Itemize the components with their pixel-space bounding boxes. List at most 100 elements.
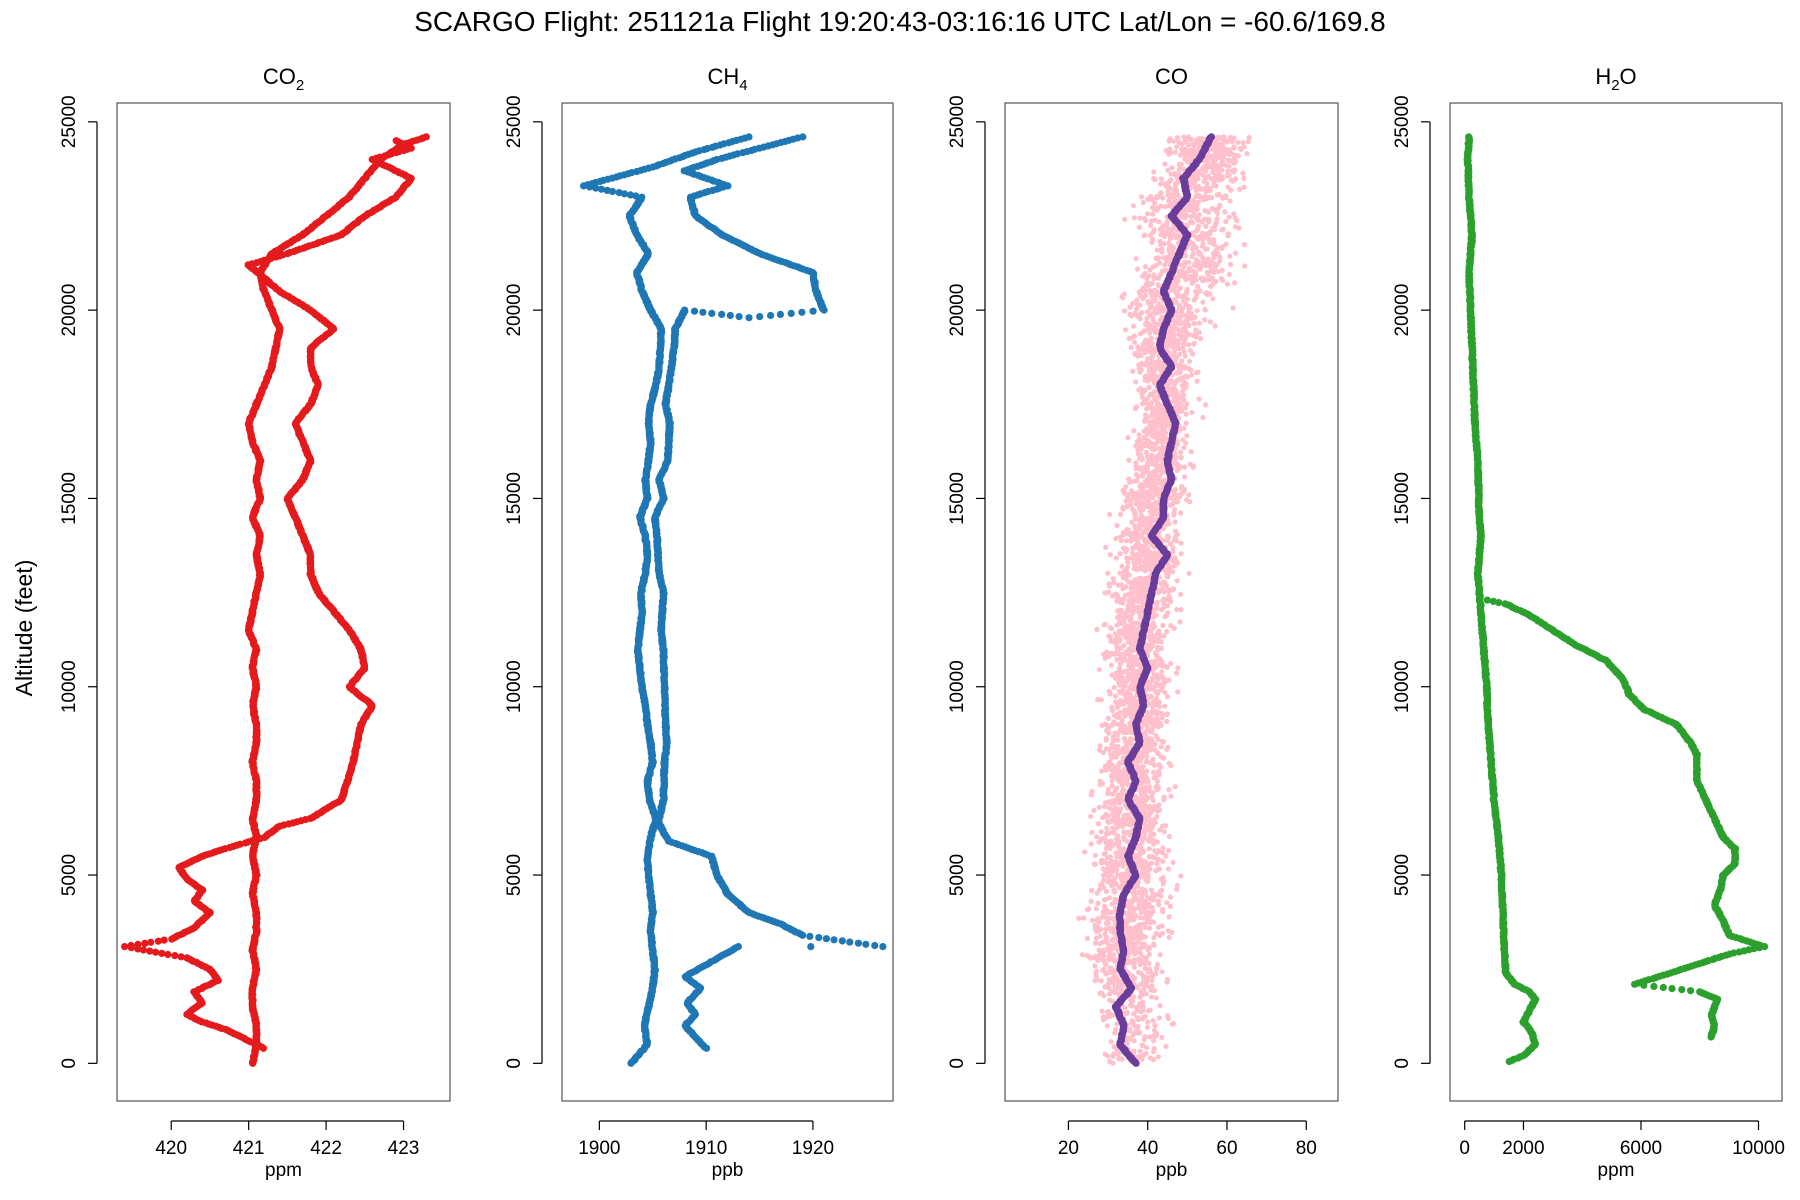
data-point <box>1122 707 1128 713</box>
data-point <box>787 309 795 317</box>
data-point <box>1119 788 1125 794</box>
data-point <box>1099 781 1106 787</box>
data-point <box>1152 1022 1158 1029</box>
y-tick-label: 20000 <box>59 284 80 337</box>
data-point <box>1155 898 1162 904</box>
data-point <box>1161 794 1167 801</box>
data-point <box>1115 732 1121 738</box>
data-point <box>1114 799 1120 805</box>
data-point <box>1103 811 1109 817</box>
data-point <box>1084 953 1090 959</box>
series-co2-ascent <box>244 133 430 1067</box>
data-point <box>1114 824 1121 830</box>
data-point <box>1099 881 1105 887</box>
data-point <box>1102 931 1108 937</box>
data-point <box>1108 1039 1114 1045</box>
data-point <box>1124 1010 1131 1016</box>
data-point <box>1140 999 1146 1005</box>
data-point <box>1157 866 1163 872</box>
data-point <box>1149 983 1155 989</box>
data-point <box>1167 903 1174 910</box>
data-point <box>1155 803 1161 809</box>
data-point <box>1095 957 1101 964</box>
data-point <box>1139 721 1145 727</box>
data-point <box>1110 929 1117 936</box>
data-point <box>879 943 887 951</box>
data-point <box>1122 692 1128 698</box>
data-point <box>1147 919 1153 926</box>
data-point <box>1151 942 1157 948</box>
data-point <box>1081 915 1087 921</box>
data-point <box>1124 812 1130 818</box>
data-point <box>1142 1034 1148 1040</box>
data-point <box>1103 839 1109 846</box>
data-point <box>1160 875 1166 881</box>
data-point <box>1103 767 1109 773</box>
data-point <box>422 133 430 141</box>
data-point <box>1115 737 1121 743</box>
data-point <box>1100 750 1106 756</box>
data-point <box>615 189 623 197</box>
data-point <box>1108 953 1114 959</box>
data-point <box>1131 1011 1137 1017</box>
plot-area-ch4 <box>580 133 887 1067</box>
data-point <box>1150 790 1156 796</box>
data-point <box>1142 817 1148 824</box>
data-point <box>1101 947 1107 953</box>
data-point <box>1089 829 1095 836</box>
data-point <box>807 943 815 951</box>
data-point <box>1111 829 1117 835</box>
x-axis-label: ppm <box>265 1160 302 1181</box>
data-point <box>1109 791 1116 797</box>
data-point <box>1138 909 1144 916</box>
data-point <box>1163 1043 1169 1050</box>
data-point <box>1144 1024 1150 1030</box>
data-point <box>1150 909 1156 915</box>
data-point <box>1091 954 1097 961</box>
data-point <box>1165 694 1171 700</box>
data-point <box>1120 729 1126 736</box>
data-point <box>1146 966 1153 972</box>
data-point <box>1155 961 1161 967</box>
data-point <box>1150 1038 1157 1044</box>
data-point <box>1162 703 1168 709</box>
figure-title: SCARGO Flight: 251121a Flight 19:20:43-0… <box>414 6 1386 37</box>
data-point <box>141 939 149 948</box>
data-point <box>1145 779 1151 785</box>
data-point <box>1097 838 1103 844</box>
data-point <box>1113 974 1119 980</box>
data-point <box>177 953 185 961</box>
data-point <box>1119 782 1125 789</box>
data-point <box>1095 927 1101 934</box>
data-point <box>1144 1045 1150 1051</box>
data-point <box>1139 943 1145 949</box>
data-point <box>1138 970 1144 976</box>
data-point <box>1101 851 1107 857</box>
data-point <box>1148 693 1154 700</box>
data-point <box>1174 882 1180 888</box>
data-point <box>1156 769 1162 776</box>
data-point <box>1125 959 1131 965</box>
data-point <box>1151 775 1157 781</box>
data-point <box>1137 1048 1143 1054</box>
data-point <box>1124 867 1131 873</box>
panel-title-subscript: 2 <box>296 77 304 94</box>
data-point <box>1137 915 1143 921</box>
data-point <box>1093 935 1099 941</box>
data-point <box>799 133 807 141</box>
data-point <box>1160 881 1166 887</box>
data-point <box>1112 990 1119 996</box>
data-point <box>1111 685 1117 691</box>
data-point <box>1148 994 1155 1000</box>
data-point <box>1103 763 1109 769</box>
data-point <box>1131 889 1137 895</box>
data-point <box>1108 872 1114 878</box>
data-point <box>1104 825 1110 832</box>
data-point <box>1148 746 1154 752</box>
data-point <box>1126 905 1132 911</box>
data-point <box>1172 784 1178 790</box>
data-point <box>1089 887 1095 894</box>
data-point <box>809 307 817 315</box>
data-point <box>1102 1051 1108 1057</box>
